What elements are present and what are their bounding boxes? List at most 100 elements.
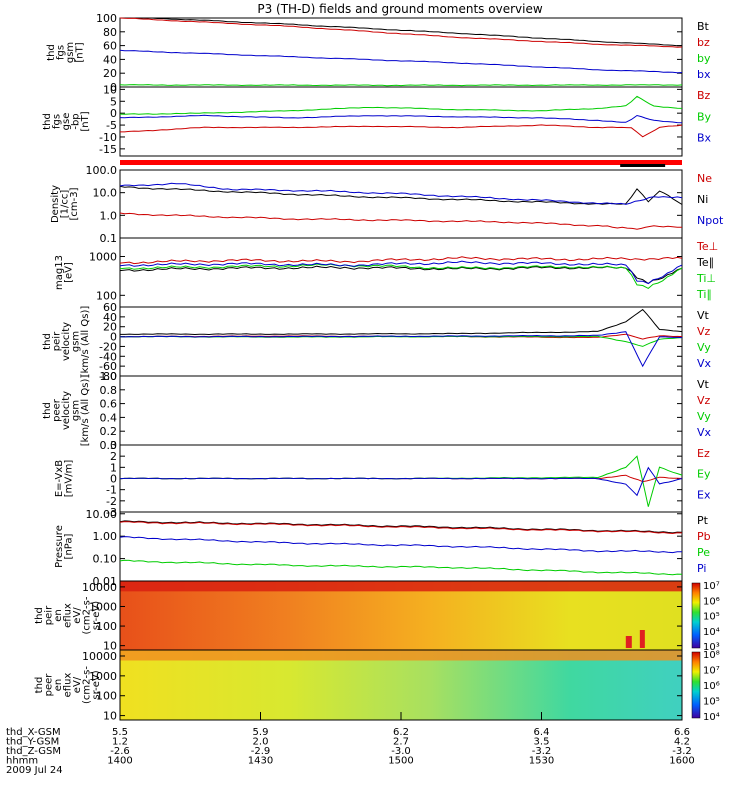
quality-flag-mark xyxy=(620,164,666,167)
y-axis-label: [nPa] xyxy=(64,533,75,559)
y-axis-label: thd xyxy=(46,44,57,61)
y-axis-label: [1/cc] xyxy=(60,190,71,219)
y-axis-label: (cm2-s- xyxy=(82,666,93,704)
y-tick-label: 1.0 xyxy=(100,370,118,383)
series-line-Ti∥ xyxy=(119,260,683,285)
panel-3: 100 1000 mag13[eV] Te⊥ Te∥ Ti⊥ Ti∥ xyxy=(54,237,718,308)
y-axis-label: eflux xyxy=(63,673,74,698)
y-tick-label: 80 xyxy=(103,26,117,39)
spectrogram-high-energy-band xyxy=(120,650,682,661)
y-axis-label: peir xyxy=(44,605,55,625)
legend-entry: Pe xyxy=(697,546,710,559)
legend-entry: Vy xyxy=(697,341,711,354)
y-tick-label: 100 xyxy=(96,12,117,25)
x-axis-value: 2.7 xyxy=(393,737,409,748)
series-line-Ti⊥ xyxy=(119,263,683,289)
series-line-Bt xyxy=(120,17,683,47)
series-line-Vx xyxy=(119,331,683,368)
colorbar-tick-label: 10⁴ xyxy=(703,627,720,638)
y-tick-label: 40 xyxy=(103,311,117,324)
y-tick-label: -20 xyxy=(99,340,117,353)
colorbar-tick-label: 10⁸ xyxy=(703,650,720,661)
y-tick-label: 3 xyxy=(110,439,117,452)
series-line-Vt xyxy=(120,308,683,336)
y-tick-label: 60 xyxy=(103,301,117,314)
y-tick-label: 0.1 xyxy=(100,232,118,245)
series-line-Ey xyxy=(119,455,683,507)
y-tick-label: 1.0 xyxy=(100,209,118,222)
panel-7: 0.01 0.10 1.00 10.00 Pressure[nPa] Pt Pb Pe Pi xyxy=(54,508,711,588)
spectrogram-fill xyxy=(120,581,682,650)
y-tick-label: 10 xyxy=(103,640,117,653)
legend-entry: Te∥ xyxy=(696,256,714,269)
series-line-Npot xyxy=(119,182,683,205)
legend-entry: Ne xyxy=(697,172,712,185)
panel-frame xyxy=(119,375,683,446)
legend-entry: Ti⊥ xyxy=(696,272,716,285)
y-tick-label: -10 xyxy=(99,131,117,144)
colorbar-tick-label: 10⁷ xyxy=(703,666,720,677)
x-axis-row-label: hhmm xyxy=(6,756,38,767)
y-tick-label: 20 xyxy=(103,67,117,80)
y-axis-label: thd xyxy=(42,333,53,350)
y-axis-label: E=-VxB xyxy=(54,460,65,497)
x-axis-value: 1400 xyxy=(107,756,132,767)
series-line-Bz xyxy=(120,124,683,138)
y-tick-label: -15 xyxy=(99,143,117,156)
legend-entry: Ez xyxy=(697,447,710,460)
y-tick-label: 10.0 xyxy=(93,187,118,200)
y-tick-label: 0.2 xyxy=(100,425,118,438)
y-tick-label: -80 xyxy=(99,370,117,383)
y-axis-label: sr-eV) xyxy=(91,601,102,630)
series-line-Bx xyxy=(119,114,683,124)
legend-entry: Vt xyxy=(697,378,710,391)
series-line-By xyxy=(119,95,683,115)
y-tick-label: 60 xyxy=(103,40,117,53)
legend-entry: bz xyxy=(697,36,710,49)
panel-frame xyxy=(119,237,683,308)
x-axis-value: 6.4 xyxy=(534,727,550,738)
series-line-by xyxy=(119,84,683,87)
y-axis-label: [nT] xyxy=(75,42,86,62)
y-tick-label: 1.00 xyxy=(93,530,118,543)
x-axis-value: -2.9 xyxy=(251,746,271,757)
x-axis-value: -3.2 xyxy=(532,746,552,757)
y-tick-label: 0 xyxy=(110,81,117,94)
series-line-Ne xyxy=(119,212,682,230)
x-axis-row-label: thd_X-GSM xyxy=(6,727,61,738)
series-line-Pb xyxy=(119,521,683,535)
y-axis-label: thd xyxy=(42,402,53,419)
y-axis-label: gsm xyxy=(71,400,82,421)
legend-entry: Ex xyxy=(697,488,711,501)
colorbar xyxy=(691,651,701,719)
y-axis-label: [km/s (All Qs)] xyxy=(80,375,91,447)
y-axis-label: -bp xyxy=(71,113,82,129)
legend-entry: By xyxy=(697,110,712,123)
y-axis-label: eV/ xyxy=(72,607,83,624)
y-axis-label: gsm xyxy=(71,331,82,352)
legend-entry: Npot xyxy=(697,214,724,227)
y-tick-label: 0 xyxy=(110,473,117,486)
colorbar-tick-label: 10⁷ xyxy=(703,581,720,592)
x-axis-value: 6.6 xyxy=(674,727,690,738)
y-axis-label: (cm2-s- xyxy=(82,596,93,634)
panel-9: 10⁴ 10⁵ 10⁶ 10⁷ 10⁸ 10 100 1000 10000 thdpeerenef… xyxy=(34,649,720,723)
panel-frame xyxy=(119,86,683,157)
x-axis-value: 1500 xyxy=(388,756,413,767)
y-axis-label: thd xyxy=(42,113,53,130)
x-axis-value: 6.2 xyxy=(393,727,409,738)
legend-entry: Vz xyxy=(697,325,711,338)
legend-entry: Ni xyxy=(697,193,708,206)
y-axis-label: en xyxy=(53,609,64,622)
x-axis-value: 5.5 xyxy=(112,727,128,738)
date-label: 2009 Jul 24 xyxy=(6,765,63,776)
colorbar xyxy=(691,582,701,649)
y-axis-label: peir xyxy=(52,331,63,351)
spectrogram-high-energy-band xyxy=(120,581,682,592)
series-line-bz xyxy=(119,17,683,48)
y-axis-label: mag13 xyxy=(54,255,65,290)
panel-frame xyxy=(119,306,683,377)
y-tick-label: 0.10 xyxy=(93,553,118,566)
legend-entry: Vz xyxy=(697,394,711,407)
